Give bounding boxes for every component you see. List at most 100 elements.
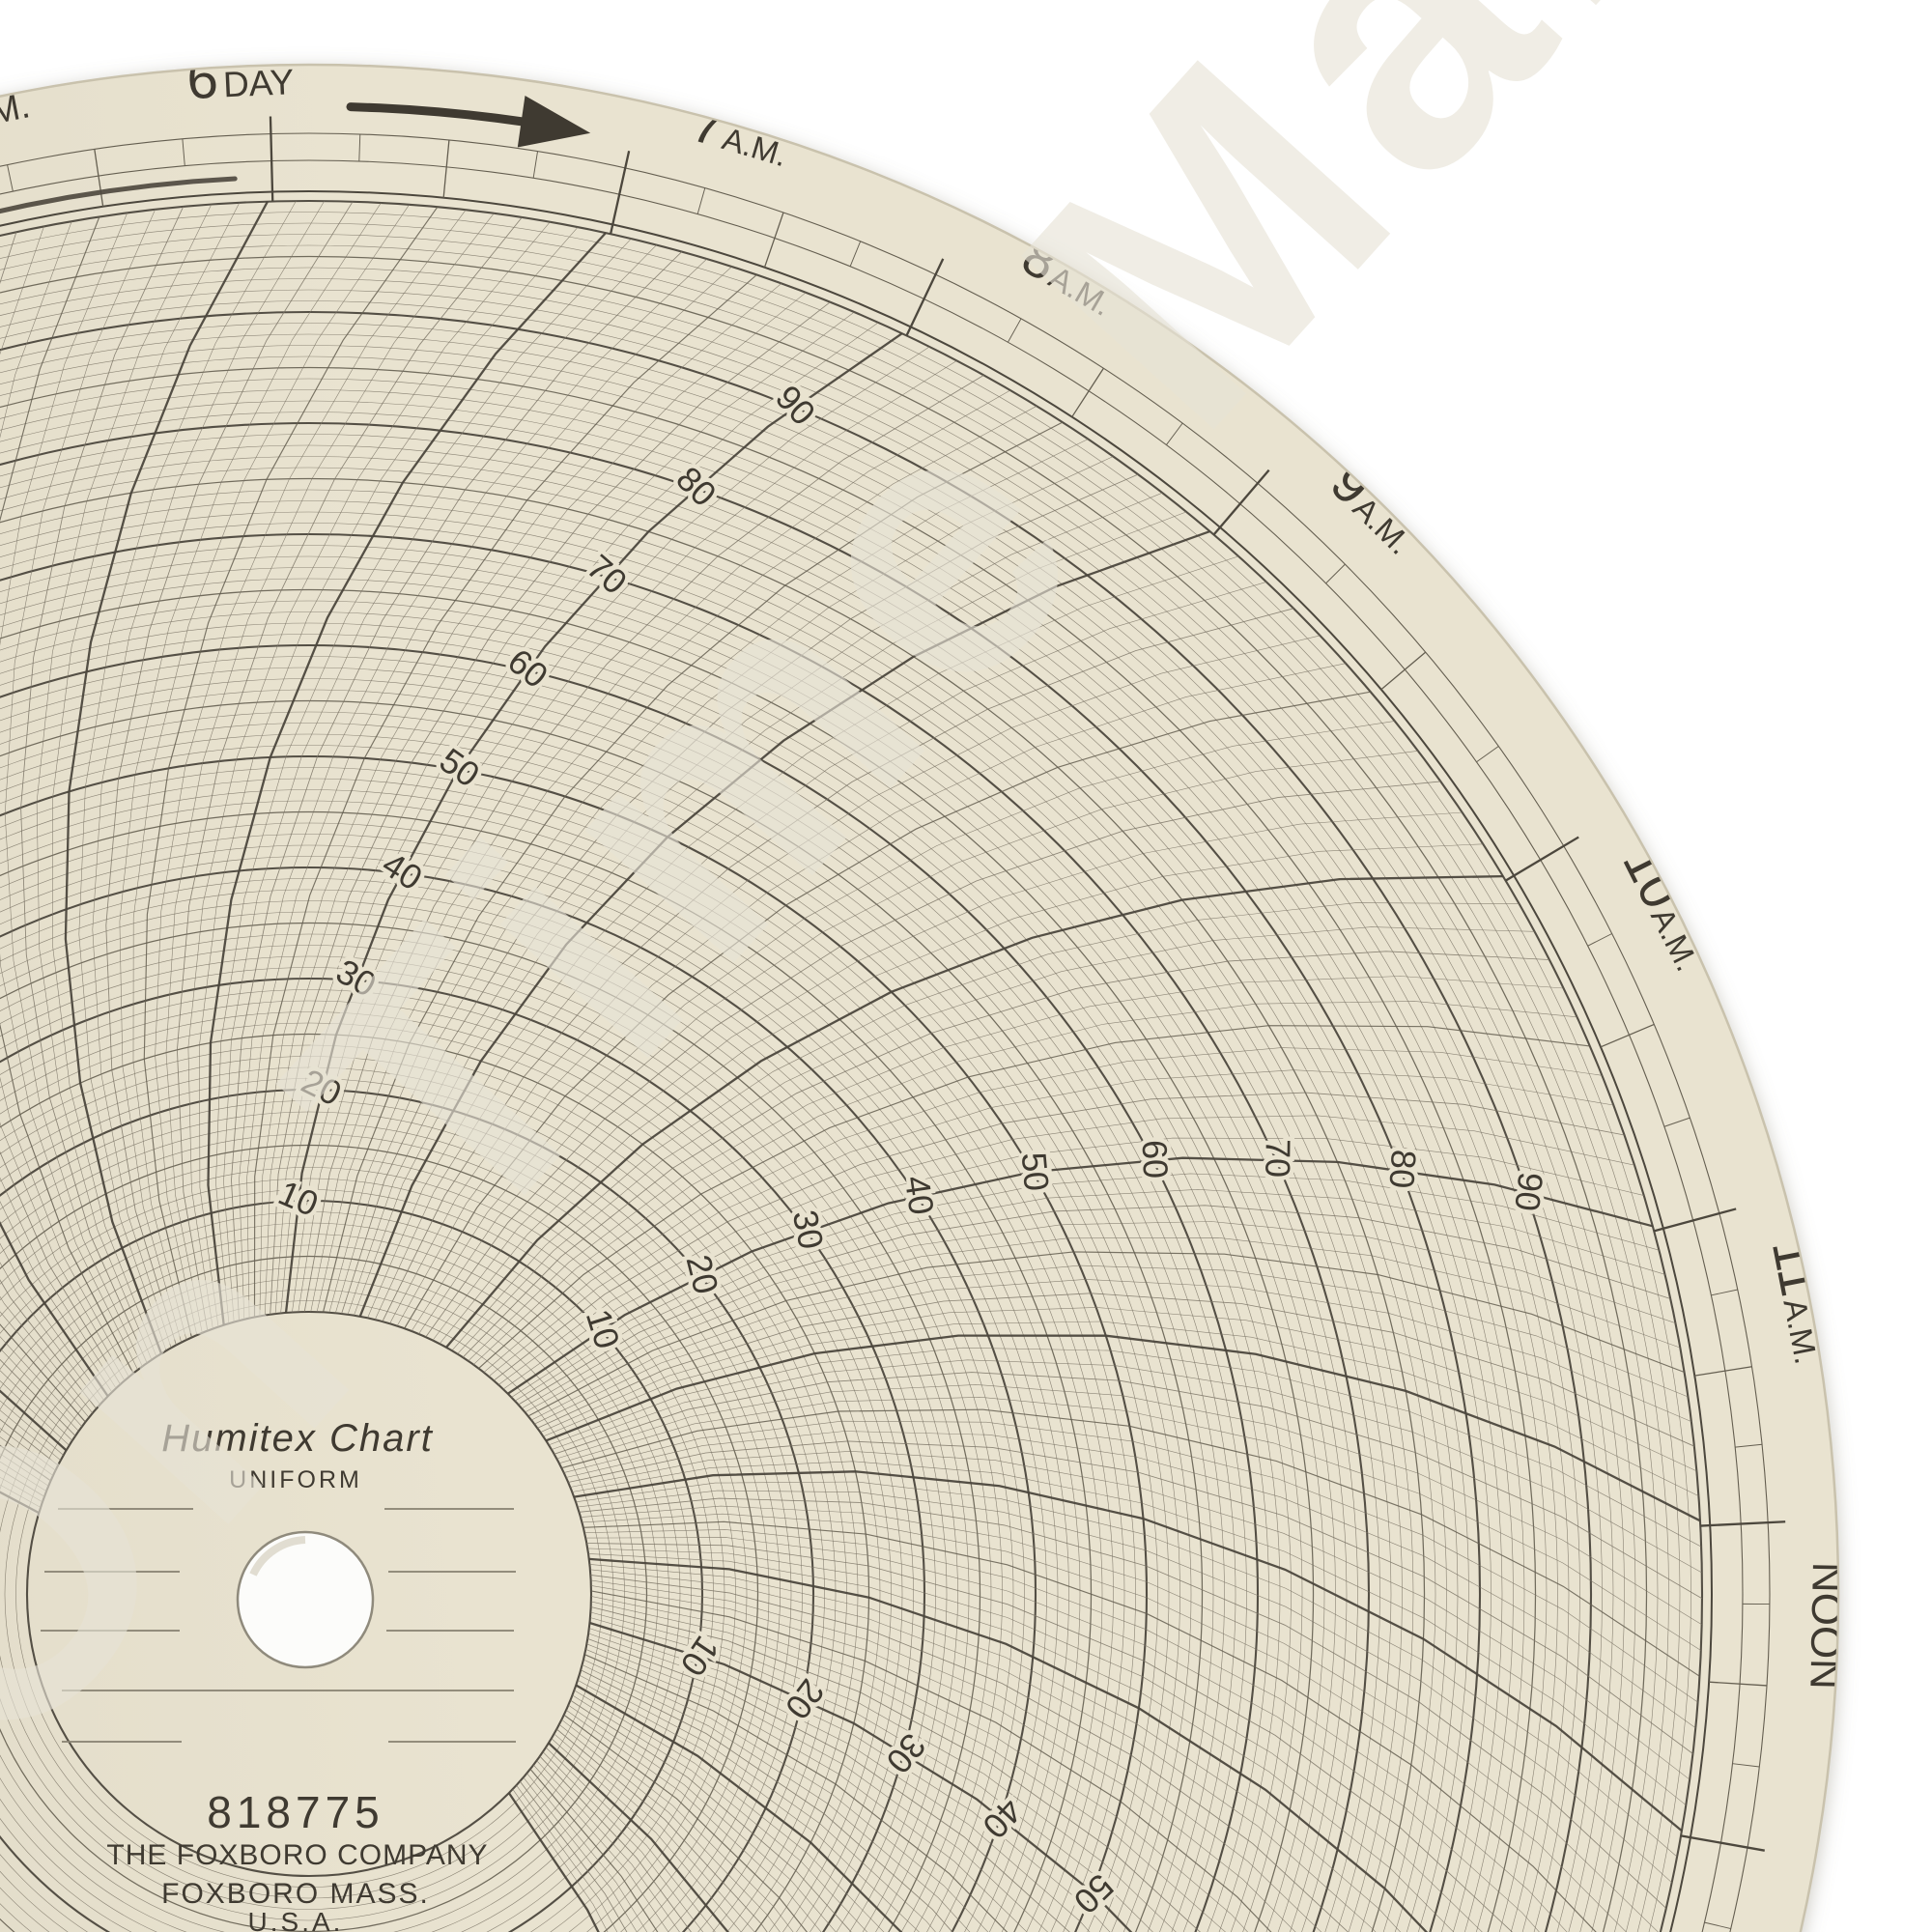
minor-time-line xyxy=(374,582,1266,1321)
minor-time-line xyxy=(483,1047,1603,1373)
rim-tick xyxy=(94,149,104,207)
scale-number: 50 xyxy=(1014,1151,1057,1193)
minor-time-line xyxy=(292,346,930,1313)
minor-time-line xyxy=(354,511,1187,1316)
minor-time-line xyxy=(143,206,439,1338)
minor-time-line xyxy=(246,266,732,1319)
chart-title: Humitex Chart xyxy=(161,1417,434,1460)
value-circle xyxy=(0,1033,870,1932)
minor-time-line xyxy=(582,1664,1304,1932)
value-circle xyxy=(0,500,1403,1932)
minor-time-line xyxy=(316,406,1037,1313)
scale-number: 30 xyxy=(785,1207,832,1252)
minor-time-line xyxy=(588,1628,1424,1932)
hour-line xyxy=(445,874,1503,1349)
minor-time-line xyxy=(548,1347,1702,1548)
rim-tick xyxy=(1071,367,1104,417)
minor-time-line xyxy=(105,201,354,1346)
minor-time-line xyxy=(462,951,1549,1358)
value-circle xyxy=(0,1088,815,1932)
minor-time-line xyxy=(457,926,1535,1354)
minor-time-line xyxy=(223,244,657,1322)
value-circle xyxy=(0,456,1447,1932)
value-circle xyxy=(0,1155,748,1932)
minor-time-line xyxy=(270,301,831,1315)
value-circle xyxy=(0,656,1247,1932)
minor-time-line xyxy=(502,1137,1644,1390)
time-grid-lines xyxy=(0,200,1703,1932)
value-circle xyxy=(0,1266,637,1921)
value-circle xyxy=(0,244,1659,1932)
rim-tick xyxy=(1600,1023,1655,1048)
value-circle xyxy=(0,489,1414,1932)
hour-line xyxy=(358,530,1210,1318)
minor-time-line xyxy=(530,1264,1689,1421)
rim-tick xyxy=(442,139,450,198)
minor-time-line xyxy=(78,200,297,1351)
minor-time-line xyxy=(187,221,551,1329)
hour-line xyxy=(207,232,607,1325)
minor-time-line xyxy=(582,1520,1647,1932)
minor-time-line xyxy=(396,663,1347,1326)
value-circle xyxy=(0,389,1514,1932)
value-circle xyxy=(0,199,1704,1932)
minor-time-line xyxy=(590,1596,1512,1932)
rim-circle xyxy=(0,190,1713,1932)
value-circle xyxy=(0,1178,725,1932)
minor-time-line xyxy=(561,1719,1081,1932)
minor-time-line xyxy=(432,811,1463,1341)
minor-time-line xyxy=(451,902,1520,1351)
value-circle xyxy=(0,922,981,1932)
minor-time-line xyxy=(589,1617,1455,1932)
minor-time-line xyxy=(570,1450,1690,1780)
minor-time-line xyxy=(536,1760,892,1932)
minor-time-line xyxy=(165,213,495,1333)
value-circle xyxy=(0,378,1525,1932)
minor-time-line xyxy=(322,421,1064,1313)
value-circle xyxy=(0,1222,681,1932)
value-circle xyxy=(0,844,1059,1932)
rotation-speed-marking: 6DAY xyxy=(185,66,591,148)
rim-tick xyxy=(1653,1208,1737,1233)
minor-time-line xyxy=(0,244,113,1393)
value-circle xyxy=(0,955,948,1932)
value-circle xyxy=(0,911,992,1932)
value-circle xyxy=(0,1078,825,1932)
rim-tick xyxy=(849,241,862,267)
minor-time-line xyxy=(554,1372,1703,1600)
minor-time-line xyxy=(568,1704,1146,1932)
rim-tick xyxy=(1694,1366,1752,1377)
value-circle xyxy=(0,989,914,1932)
printed-grid: 6DAY M. 7A.M.8A.M.9A.M.10A.M.11A.M.NOON 1… xyxy=(0,66,1837,1932)
value-circle xyxy=(0,234,1669,1932)
value-circle xyxy=(0,1199,704,1932)
value-circle xyxy=(0,333,1570,1932)
minor-time-line xyxy=(0,216,134,1374)
minor-time-line xyxy=(587,1638,1392,1932)
write-in-lines xyxy=(41,1508,516,1743)
minor-time-line xyxy=(570,1699,1167,1932)
minor-time-line xyxy=(0,260,104,1401)
value-circle xyxy=(0,300,1603,1932)
minor-time-line xyxy=(518,1205,1671,1406)
minor-time-line xyxy=(411,721,1395,1332)
minor-time-line xyxy=(265,292,807,1316)
value-circle xyxy=(0,412,1492,1932)
hour-line xyxy=(574,1470,1683,1833)
hour-line xyxy=(548,1742,975,1932)
center-spindle-hole xyxy=(236,1530,375,1669)
minor-time-line xyxy=(583,1654,1341,1932)
minor-time-line xyxy=(51,202,241,1357)
value-circle xyxy=(0,977,926,1932)
value-circle xyxy=(0,622,1281,1932)
minor-time-line xyxy=(572,1694,1187,1932)
minor-time-line xyxy=(551,1359,1702,1574)
value-circle xyxy=(0,1234,669,1932)
chart-paper-disc: 6DAY M. 7A.M.8A.M.9A.M.10A.M.11A.M.NOON 1… xyxy=(0,64,1839,1932)
minor-time-line xyxy=(132,204,410,1341)
manufacturer-city: FOXBORO MASS. xyxy=(161,1878,430,1910)
value-circle xyxy=(0,255,1648,1932)
rim-tick xyxy=(269,116,274,202)
minor-time-line xyxy=(367,555,1239,1319)
value-circle xyxy=(0,733,1170,1932)
